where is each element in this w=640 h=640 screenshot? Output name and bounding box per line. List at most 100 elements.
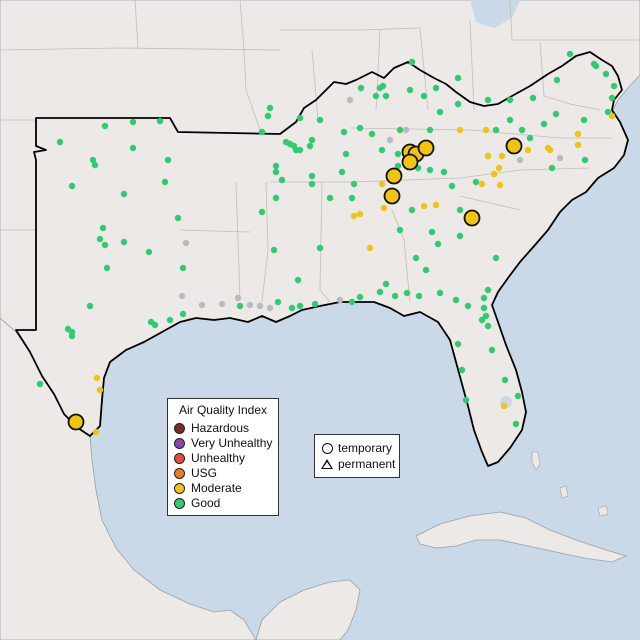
monitor-point	[246, 301, 254, 309]
legend-item-moderate: Moderate	[174, 481, 242, 495]
monitor-point	[56, 138, 64, 146]
monitor-point	[408, 206, 416, 214]
monitor-point	[440, 168, 448, 176]
monitor-point	[420, 92, 428, 100]
monitor-point	[129, 118, 137, 126]
monitor-point	[454, 100, 462, 108]
very-unhealthy-swatch	[174, 437, 185, 449]
monitor-point	[592, 62, 600, 70]
monitor-point	[145, 248, 153, 256]
monitor-point	[272, 194, 280, 202]
monitor-point	[311, 300, 319, 308]
monitor-point	[378, 146, 386, 154]
monitor-point	[546, 146, 554, 154]
monitor-point	[484, 322, 492, 330]
monitor-point	[348, 194, 356, 202]
monitor-point	[296, 302, 304, 310]
bahamas	[531, 451, 609, 517]
monitor-point	[608, 94, 616, 102]
monitor-point	[101, 122, 109, 130]
monitor-point	[488, 346, 496, 354]
temporary-monitor-point	[463, 209, 481, 227]
monitor-point	[608, 112, 616, 120]
monitor-point	[68, 182, 76, 190]
triangle-icon	[321, 458, 333, 470]
monitor-point	[316, 244, 324, 252]
legend-item-hazardous: Hazardous	[174, 421, 249, 435]
monitor-point	[391, 292, 399, 300]
legend-item-permanent: permanent	[321, 457, 395, 471]
monitor-point	[161, 178, 169, 186]
cuba	[415, 511, 628, 563]
monitor-point	[101, 241, 109, 249]
temporary-label: temporary	[338, 441, 393, 455]
monitor-point	[478, 180, 486, 188]
monitor-point	[580, 116, 588, 124]
monitor-point	[540, 120, 548, 128]
monitor-point	[166, 316, 174, 324]
monitor-point	[179, 264, 187, 272]
monitor-point	[458, 366, 466, 374]
monitor-point	[484, 96, 492, 104]
monitor-point	[456, 206, 464, 214]
monitor-point	[366, 244, 374, 252]
monitor-point	[264, 112, 272, 120]
monitor-point	[492, 254, 500, 262]
monitor-point	[338, 168, 346, 176]
monitor-point	[151, 321, 159, 329]
monitor-point	[266, 304, 274, 312]
legend-item-unhealthy: Unhealthy	[174, 451, 245, 465]
monitor-point	[506, 96, 514, 104]
monitor-point	[182, 239, 190, 247]
monitor-point	[420, 202, 428, 210]
temporary-monitor-point	[505, 137, 523, 155]
monitor-point	[272, 162, 280, 170]
legend-label: Unhealthy	[191, 451, 246, 465]
monitor-point	[492, 126, 500, 134]
legend-label: USG	[191, 466, 218, 480]
legend-label: Hazardous	[191, 421, 250, 435]
aqi-legend-title: Air Quality Index	[178, 403, 268, 417]
monitor-point	[454, 340, 462, 348]
monitor-point	[556, 154, 564, 162]
monitor-point	[372, 92, 380, 100]
monitor-point	[278, 176, 286, 184]
monitor-point	[548, 164, 556, 172]
monitor-point	[526, 134, 534, 142]
monitor-point	[386, 136, 394, 144]
monitor-type-legend: temporary permanent	[314, 434, 400, 478]
monitor-point	[336, 296, 344, 304]
usg-swatch	[174, 467, 185, 479]
monitor-markers	[36, 50, 618, 436]
monitor-point	[524, 146, 532, 154]
moderate-swatch	[174, 482, 185, 494]
monitor-point	[274, 298, 282, 306]
monitor-point	[96, 235, 104, 243]
monitor-point	[482, 126, 490, 134]
monitor-point	[356, 293, 364, 301]
monitor-point	[566, 50, 574, 58]
monitor-point	[103, 264, 111, 272]
monitor-point	[602, 70, 610, 78]
monitor-point	[266, 104, 274, 112]
monitor-point	[258, 208, 266, 216]
monitor-point	[129, 144, 137, 152]
monitor-point	[456, 232, 464, 240]
monitor-point	[454, 74, 462, 82]
monitor-point	[93, 374, 101, 382]
monitor-point	[403, 289, 411, 297]
monitor-point	[506, 116, 514, 124]
legend-label: Very Unhealthy	[191, 436, 273, 450]
monitor-point	[292, 146, 300, 154]
monitor-point	[432, 201, 440, 209]
monitor-point	[236, 302, 244, 310]
yucatan	[255, 579, 361, 640]
permanent-label: permanent	[338, 457, 396, 471]
lake-erie	[470, 0, 520, 28]
monitor-point	[346, 96, 354, 104]
monitor-point	[218, 300, 226, 308]
monitor-point	[581, 156, 589, 164]
monitor-point	[518, 126, 526, 134]
monitor-point	[342, 150, 350, 158]
legend-item-very-unhealthy: Very Unhealthy	[174, 436, 272, 450]
